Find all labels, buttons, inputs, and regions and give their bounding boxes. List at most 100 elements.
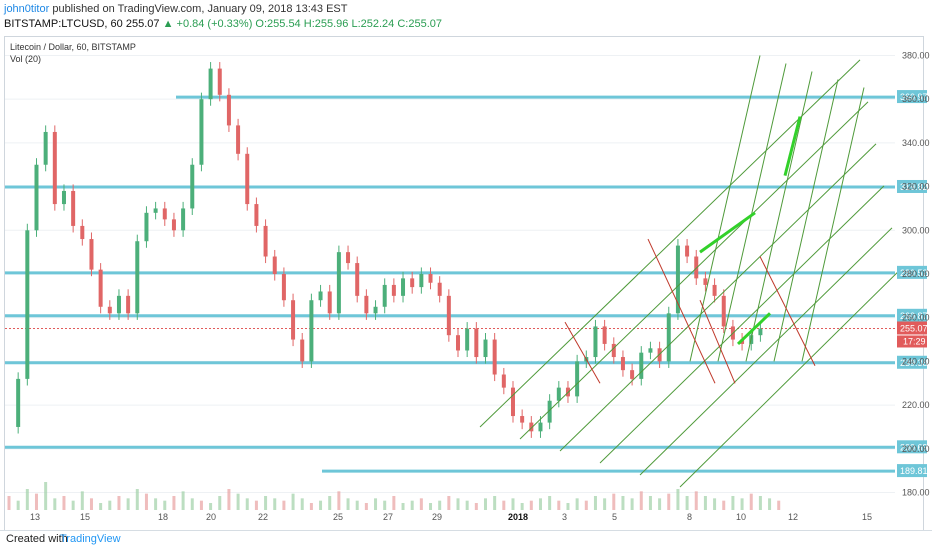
- volume-bar: [410, 500, 414, 510]
- time-tick: 2018: [508, 512, 528, 522]
- volume-bar: [548, 496, 552, 510]
- price-tick: 360.00: [902, 94, 930, 104]
- price-tick: 220.00: [902, 400, 930, 410]
- green-channel-line: [479, 59, 861, 428]
- candle-body: [410, 278, 415, 288]
- candle-body: [529, 422, 534, 432]
- green-channel-line: [559, 143, 877, 452]
- open-value: O:255.54: [255, 18, 301, 30]
- price-tick: 340.00: [902, 138, 930, 148]
- current-price-label: 255.07: [900, 323, 928, 333]
- volume-bar: [172, 496, 176, 510]
- green-fan-line: [689, 55, 761, 362]
- volume-bar: [502, 500, 506, 510]
- price-tick: 240.00: [902, 356, 930, 366]
- candle-body: [630, 370, 635, 379]
- volume-bar: [34, 493, 38, 510]
- candle-body: [510, 387, 515, 417]
- candle-body: [291, 300, 296, 340]
- volume-bar: [383, 500, 387, 510]
- volume-bar: [245, 498, 249, 510]
- countdown-label: 17:29: [903, 336, 926, 346]
- volume-bar: [209, 503, 213, 510]
- candle-body: [474, 328, 479, 358]
- volume-bar: [392, 496, 396, 510]
- author-link[interactable]: john0titor: [4, 3, 50, 15]
- countdown-bg: [897, 335, 927, 348]
- time-tick: 15: [862, 512, 872, 522]
- price-axis[interactable]: 360.97 319.82 280.52 260.87 239.38 200.69 189.…: [897, 50, 930, 498]
- candle-body: [401, 278, 406, 296]
- candle-body: [694, 256, 699, 279]
- candle-body: [639, 352, 644, 379]
- level-label: 319.82: [900, 182, 928, 192]
- up-arrow: [736, 312, 772, 346]
- volume-bar: [300, 498, 304, 510]
- volume-bar: [328, 496, 332, 510]
- candle-body: [71, 190, 76, 226]
- price-tick: 260.00: [902, 313, 930, 323]
- volume-bar: [374, 498, 378, 510]
- volume-bar: [703, 496, 707, 510]
- candle-body: [721, 295, 726, 327]
- candle-body: [364, 295, 369, 314]
- price-value: 255.07: [125, 18, 160, 30]
- candle-body: [181, 208, 186, 231]
- candle-body: [456, 335, 461, 351]
- candle-body: [300, 339, 305, 362]
- volume-bar: [62, 496, 66, 510]
- candle-body: [281, 274, 286, 301]
- volume-bar: [163, 500, 167, 510]
- tradingview-brand[interactable]: TradingView: [60, 533, 121, 545]
- volume-bar: [364, 503, 368, 510]
- trend-drawings[interactable]: [479, 55, 901, 488]
- candle-body: [675, 245, 680, 314]
- volume-bar: [713, 498, 717, 510]
- volume-bar: [218, 496, 222, 510]
- candle-body: [135, 241, 140, 314]
- candle-body: [336, 252, 341, 314]
- volume-bar: [483, 498, 487, 510]
- candle-body: [217, 68, 222, 95]
- volume-bar: [355, 500, 359, 510]
- volume-bar: [99, 503, 103, 510]
- candle-body: [16, 378, 21, 427]
- volume-bar: [117, 496, 121, 510]
- green-channel-line: [599, 185, 885, 464]
- volume-bar: [264, 496, 268, 510]
- volume-bar: [80, 491, 84, 510]
- candle-body: [309, 300, 314, 362]
- candle-body: [43, 131, 48, 165]
- green-channel-line: [679, 269, 901, 488]
- volume-bar: [273, 498, 277, 510]
- candle-body: [419, 274, 424, 288]
- volume-bar: [429, 503, 433, 510]
- level-label-bg: [897, 308, 927, 322]
- candle-body: [483, 339, 488, 358]
- volume-bar: [53, 498, 57, 510]
- candle-body: [520, 416, 525, 423]
- volume-bar: [227, 489, 231, 510]
- volume-bar: [89, 498, 93, 510]
- level-label: 280.52: [900, 268, 928, 278]
- high-value: H:255.96: [303, 18, 349, 30]
- red-channel-line: [647, 238, 716, 384]
- candle-body: [199, 99, 204, 165]
- volume-bar: [126, 498, 130, 510]
- candle-body: [712, 284, 717, 296]
- price-candles: [16, 62, 763, 438]
- candle-body: [703, 278, 708, 285]
- volume-bar: [676, 489, 680, 510]
- time-axis[interactable]: 13 15 18 20 22 25 27 29 2018 3 5 8 10 12 15: [30, 512, 872, 522]
- green-fan-line: [801, 87, 865, 362]
- level-label-bg: [897, 355, 927, 369]
- volume-indicator-label: Vol (20): [10, 54, 41, 64]
- green-fan-line: [717, 63, 787, 362]
- candle-body: [52, 131, 57, 205]
- volume-bar: [282, 500, 286, 510]
- time-tick: 29: [432, 512, 442, 522]
- candle-body: [465, 328, 470, 351]
- created-with-text: Created with: [6, 533, 68, 545]
- candle-body: [126, 295, 131, 314]
